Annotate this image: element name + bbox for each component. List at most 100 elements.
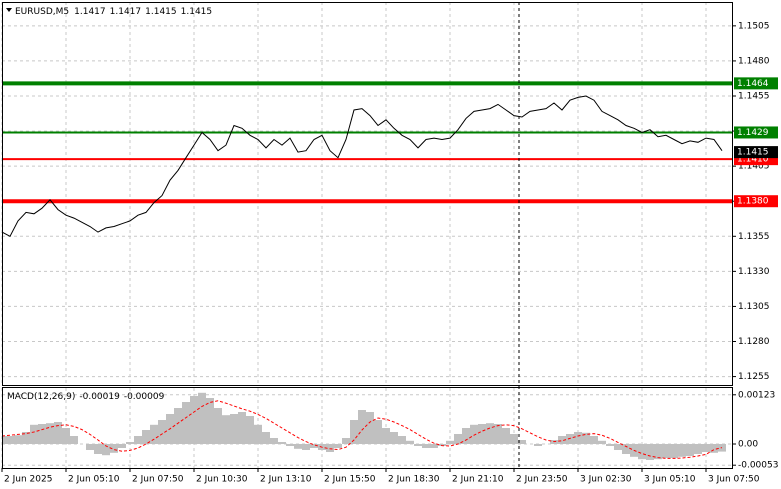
macd-bar	[430, 444, 438, 448]
macd-bar	[174, 408, 182, 444]
macd-bar	[694, 444, 702, 454]
macd-bar	[46, 423, 54, 444]
macd-bar	[678, 444, 686, 457]
y-tick-label: 1.1505	[738, 21, 770, 31]
level-tag	[734, 195, 778, 208]
y-tick-label: 1.1255	[738, 372, 770, 382]
macd-bar	[310, 444, 318, 448]
mark-layer	[1, 81, 732, 460]
macd-bar	[654, 444, 662, 460]
macd-bar	[150, 424, 158, 444]
macd-main: -0.00019	[79, 392, 120, 402]
macd-bar	[702, 444, 710, 452]
macd-bar	[302, 444, 310, 450]
macd-bar	[462, 428, 470, 444]
macd-bar	[710, 444, 718, 453]
macd-bar	[390, 432, 398, 444]
x-tick-label: 2 Jun 07:50	[132, 475, 184, 485]
x-tick-label: 2 Jun 21:10	[452, 475, 504, 485]
macd-bar	[190, 396, 198, 444]
macd-bar	[22, 432, 30, 444]
level-label: 1.1464	[737, 79, 769, 89]
x-tick-label: 3 Jun 07:50	[708, 475, 760, 485]
y-tick-label: 1.1330	[738, 267, 770, 277]
macd-bar	[278, 442, 286, 444]
high: 1.1417	[110, 7, 142, 17]
macd-bar	[614, 444, 622, 450]
x-tick-label: 2 Jun 05:10	[68, 475, 120, 485]
macd-bar	[62, 428, 70, 444]
macd-bar	[326, 444, 334, 452]
macd-bar	[254, 424, 262, 444]
macd-bar	[158, 420, 166, 444]
macd-bar	[518, 440, 526, 444]
x-tick-label: 3 Jun 05:10	[644, 475, 696, 485]
y-tick-label: 0.00	[738, 440, 758, 450]
macd-bar	[246, 416, 254, 444]
macd-bar	[494, 424, 502, 444]
macd-bar	[230, 414, 238, 444]
y-tick-label: 1.1455	[738, 91, 770, 101]
y-tick-label: 1.1480	[738, 56, 770, 66]
macd-bar	[478, 424, 486, 444]
macd-bar	[118, 444, 126, 448]
macd-bar	[582, 432, 590, 444]
macd-bar	[510, 434, 518, 444]
y-tick-label: 0.00123	[738, 390, 775, 400]
macd-bar	[222, 415, 230, 444]
macd-bar	[38, 424, 46, 444]
macd-bar	[606, 444, 614, 446]
macd-bar	[366, 412, 374, 444]
y-tick-label: -0.00053	[738, 461, 778, 471]
macd-bar	[382, 428, 390, 444]
macd-panel-border	[2, 387, 733, 469]
macd-bar	[470, 424, 478, 444]
low: 1.1415	[145, 7, 177, 17]
macd-bar	[54, 422, 62, 444]
macd-bar	[422, 444, 430, 448]
macd-bar	[598, 440, 606, 444]
x-tick-label: 2 Jun 10:30	[196, 475, 248, 485]
macd-bar	[590, 436, 598, 444]
current-price-label: 1.1415	[737, 148, 769, 158]
macd-bar	[350, 420, 358, 444]
macd-bar	[534, 444, 542, 446]
macd-bar	[102, 444, 110, 456]
macd-title: MACD(12,26,9)	[7, 392, 75, 402]
macd-bar	[438, 444, 446, 446]
level-label: 1.1410	[737, 155, 769, 165]
macd-bar	[3, 436, 6, 444]
macd-bar	[142, 430, 150, 444]
signal-line	[1, 400, 723, 459]
open: 1.1417	[74, 7, 106, 17]
macd-bar	[30, 424, 38, 444]
level-tag	[734, 77, 778, 90]
macd-bar	[6, 436, 14, 444]
price-line	[1, 95, 723, 237]
x-tick-label: 2 Jun 13:10	[260, 475, 312, 485]
macd-bar	[622, 444, 630, 454]
x-tick-label: 2 Jun 2025	[4, 475, 52, 485]
x-tick-label: 2 Jun 18:30	[388, 475, 440, 485]
label-layer: 1.1464 1.1429 1.1410 1.1380 1.1415	[734, 77, 778, 208]
y-tick-label: 1.1355	[738, 232, 770, 242]
macd-bar	[270, 438, 278, 444]
y-tick-label: 1.1280	[738, 337, 770, 347]
macd-bar	[646, 444, 654, 460]
symbol: EURUSD,M5	[15, 7, 69, 17]
macd-bar	[454, 434, 462, 444]
close: 1.1415	[181, 7, 213, 17]
macd-bar	[86, 444, 94, 450]
x-tick-label: 3 Jun 02:30	[580, 475, 632, 485]
macd-bar	[214, 408, 222, 444]
macd-signal: -0.00009	[124, 392, 165, 402]
current-price-tag	[734, 146, 778, 159]
macd-bar	[334, 444, 342, 448]
macd-bar	[502, 428, 510, 444]
macd-bar	[566, 434, 574, 444]
y-tick-label: 1.1305	[738, 302, 770, 312]
level-label: 1.1380	[737, 197, 769, 207]
macd-bar	[342, 438, 350, 444]
macd-bar	[686, 444, 694, 456]
